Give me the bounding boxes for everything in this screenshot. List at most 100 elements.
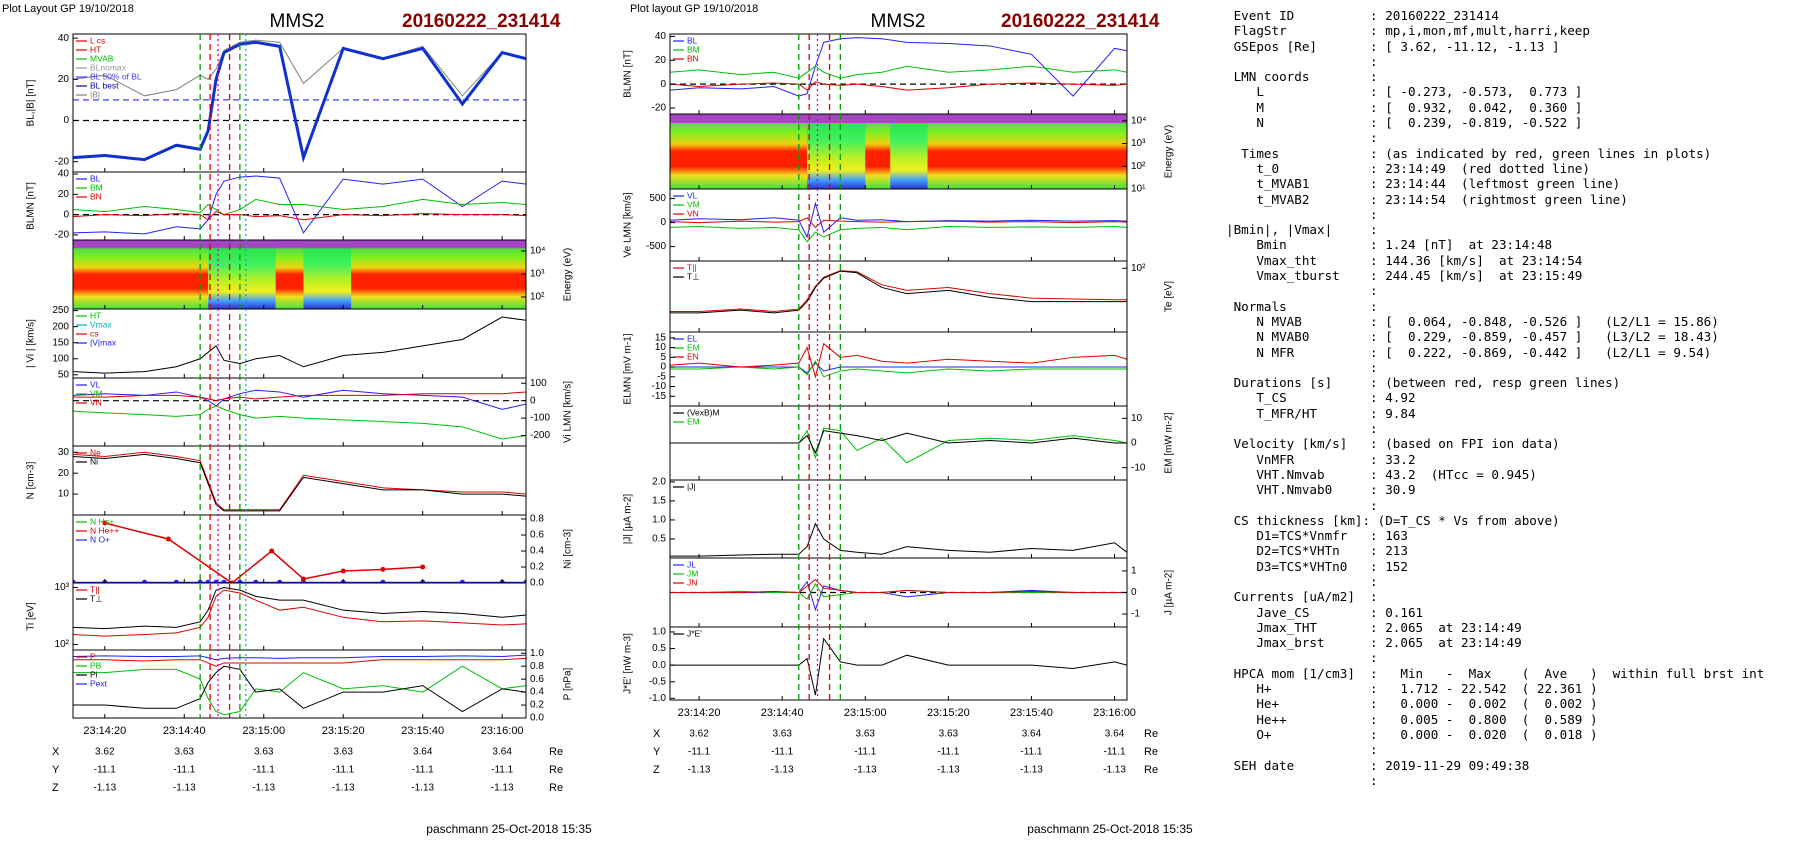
trace xyxy=(670,362,1127,374)
x-tick-label: 23:16:00 xyxy=(481,725,524,737)
legend-label: cs xyxy=(90,328,99,338)
listing-line: : xyxy=(1226,742,1378,758)
x-tick-label: 23:15:20 xyxy=(322,725,365,737)
x-tick-label: 23:15:00 xyxy=(844,707,887,719)
y-tick-label: 20 xyxy=(58,189,70,200)
trace xyxy=(670,580,1127,612)
position-value: 3.64 xyxy=(413,747,433,758)
panel-plot xyxy=(73,586,526,637)
trace-dot xyxy=(73,579,76,583)
legend-label: JM xyxy=(687,568,698,578)
trace xyxy=(73,175,526,235)
listing-line: N : [ 0.239, -0.819, -0.522 ] xyxy=(1226,115,1583,131)
position-value: -11.1 xyxy=(1104,747,1126,758)
trace-dot xyxy=(380,579,386,583)
listing-line: FlagStr : mp,i,mon,mf,mult,harri,keep xyxy=(1226,23,1590,39)
legend-label: BN xyxy=(90,191,102,201)
y-tick-label: 1 xyxy=(1131,566,1137,577)
y-tick-label: 0 xyxy=(660,217,666,228)
y-axis-label: Energy (eV) xyxy=(563,248,574,301)
y-tick-label: -1.0 xyxy=(649,693,667,704)
probe-title: MMS2 xyxy=(270,11,325,32)
position-value: -1.13 xyxy=(854,765,877,776)
listing-line: : xyxy=(1226,130,1378,146)
listing-line: VHT.Nmvab0 : 30.9 xyxy=(1226,482,1416,498)
position-value: -1.13 xyxy=(771,765,794,776)
trace xyxy=(73,198,526,216)
trace-dot xyxy=(459,579,465,583)
legend-label: Pext xyxy=(90,678,108,688)
y-tick-label: 10 xyxy=(655,342,667,353)
panel-plot xyxy=(73,316,526,374)
y-tick-label: 0.0 xyxy=(530,578,544,589)
event-listing: Event ID : 20160222_231414 FlagStr : mp,… xyxy=(1226,8,1764,788)
panel-frame xyxy=(72,171,527,241)
event-title: 20160222_231414 xyxy=(402,11,561,32)
legend-label: BL xyxy=(90,173,101,183)
trace-dot xyxy=(300,576,306,582)
listing-line: T_CS : 4.92 xyxy=(1226,390,1416,406)
legend-label: N O+ xyxy=(90,534,110,544)
panel-frame xyxy=(669,479,1128,559)
y-tick-label: 0 xyxy=(63,115,69,126)
position-value: -1.13 xyxy=(173,783,196,794)
y-tick-label: 0.6 xyxy=(530,674,544,685)
position-value: -11.1 xyxy=(937,747,959,758)
position-value: -1.13 xyxy=(93,783,116,794)
y-tick-label: 10³ xyxy=(1131,138,1146,149)
listing-line: HPCA mom [1/cm3] : Min - Max ( Ave ) wit… xyxy=(1226,665,1765,681)
y-tick-label: 1.0 xyxy=(652,627,666,638)
y-tick-label: 0 xyxy=(1131,587,1137,598)
y-axis-label: N [cm-3] xyxy=(26,461,37,499)
legend-label: T|| xyxy=(90,584,100,594)
position-value: -1.13 xyxy=(1103,765,1126,776)
y-tick-label: 50 xyxy=(58,369,70,380)
plots: Plot Layout GP 19/10/2018 MMS2 20160222_23… xyxy=(2,3,1193,836)
spectrogram-band xyxy=(351,240,526,309)
position-row-name: Z xyxy=(653,764,660,776)
position-value: 3.64 xyxy=(1105,729,1125,740)
panel-frame xyxy=(72,377,527,447)
y-tick-label: 10⁴ xyxy=(1131,115,1146,126)
position-value: -11.1 xyxy=(491,765,513,776)
trace xyxy=(670,270,1127,314)
legend-label: EN xyxy=(687,351,699,361)
legend-label: N He+ xyxy=(90,516,114,526)
legend-label: EM xyxy=(687,342,700,352)
listing-line: Bmin : 1.24 [nT] at 23:14:48 xyxy=(1226,237,1553,253)
listing-line: : xyxy=(1226,283,1378,299)
panel-frame xyxy=(72,514,527,584)
listing-line: VnMFR : 33.2 xyxy=(1226,451,1416,467)
listing-line: : xyxy=(1226,53,1378,69)
y-tick-label: 2.0 xyxy=(652,477,666,488)
position-value: -1.13 xyxy=(332,783,355,794)
panel-plot xyxy=(670,427,1127,464)
y-tick-label: 10⁴ xyxy=(530,246,545,257)
trace-dot xyxy=(380,566,386,572)
listing-line: : xyxy=(1226,772,1378,788)
footer: paschmann 25-Oct-2018 15:35 xyxy=(1027,822,1193,836)
position-unit: Re xyxy=(1144,764,1158,776)
legend-label: L cs xyxy=(90,35,105,45)
y-tick-label: 0 xyxy=(1131,438,1137,449)
panel-plot xyxy=(670,522,1127,557)
y-axis-label: | Vi | [km/s] xyxy=(26,319,37,368)
spectrogram-top xyxy=(73,240,526,249)
position-value: -1.13 xyxy=(252,783,275,794)
y-tick-label: -100 xyxy=(530,413,550,424)
trace xyxy=(670,360,1127,378)
listing-line: D3=TCS*VHTn0 : 152 xyxy=(1226,558,1408,574)
trace xyxy=(73,391,526,402)
listing-line: N MFR : [ 0.222, -0.869, -0.442 ] (L2/L1… xyxy=(1226,344,1712,360)
listing-line: N MVAB0 : [ 0.229, -0.859, -0.457 ] (L3/… xyxy=(1226,329,1719,345)
panel-frame xyxy=(72,33,527,173)
spectrogram-band xyxy=(275,240,304,309)
y-axis-label: |J| [µA m-2] xyxy=(623,494,634,545)
position-row-name: Y xyxy=(52,764,60,776)
y-tick-label: 20 xyxy=(655,55,667,66)
position-unit: Re xyxy=(549,746,563,758)
legend-label: BL best xyxy=(90,80,119,90)
x-tick-label: 23:14:40 xyxy=(163,725,206,737)
trace xyxy=(73,316,526,374)
trace-dot xyxy=(205,579,211,583)
